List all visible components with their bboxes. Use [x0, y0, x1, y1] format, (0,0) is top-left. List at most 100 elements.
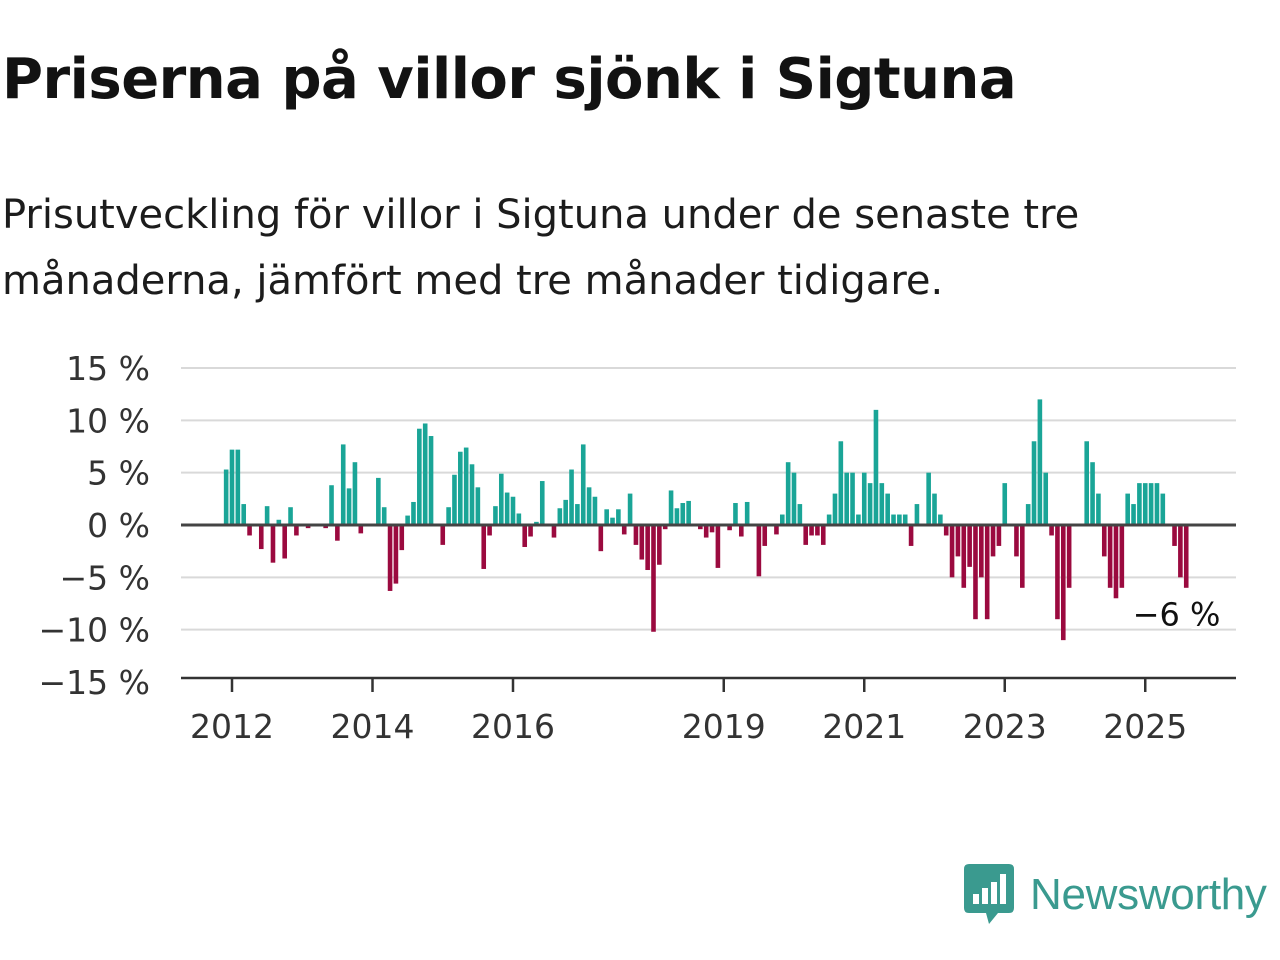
bar: [493, 506, 498, 525]
bar: [417, 428, 422, 525]
bar: [996, 525, 1002, 546]
logo-wordmark: Newsworthy: [1030, 870, 1267, 919]
bar: [1002, 483, 1008, 525]
bar: [815, 525, 820, 536]
bar: [1178, 525, 1183, 578]
bar: [879, 483, 885, 525]
bar: [264, 506, 270, 525]
bar: [1060, 525, 1066, 641]
latest-value-annotation: −6 %: [1133, 596, 1221, 634]
bar: [680, 503, 686, 525]
bar: [873, 409, 879, 525]
bar: [715, 525, 721, 568]
bar: [487, 525, 492, 536]
y-tick-label: −10 %: [39, 611, 151, 650]
y-tick-label: 5 %: [87, 454, 150, 493]
bar: [498, 473, 504, 525]
bar: [797, 504, 803, 525]
bars: [223, 399, 1189, 641]
bar: [791, 472, 797, 525]
bar: [469, 464, 475, 525]
bar: [897, 514, 902, 525]
bar: [973, 525, 978, 620]
bar: [1090, 462, 1095, 525]
bar: [1066, 525, 1072, 588]
bar: [779, 514, 785, 525]
y-tick-label: 15 %: [66, 349, 150, 388]
bar: [1101, 525, 1107, 557]
bar: [1043, 472, 1049, 525]
bar: [990, 525, 996, 557]
bar: [1107, 525, 1113, 588]
bar: [405, 515, 410, 525]
bar: [627, 493, 633, 525]
bar: [458, 451, 463, 525]
bar: [1084, 441, 1090, 525]
bar: [850, 472, 855, 525]
bar: [276, 519, 282, 525]
bar: [867, 483, 873, 525]
bar: [376, 477, 381, 525]
bar: [1148, 483, 1154, 525]
bar: [305, 525, 311, 529]
bar: [604, 509, 609, 525]
bar: [657, 525, 662, 565]
x-tick-label: 2021: [822, 707, 906, 746]
bar: [346, 488, 352, 525]
bar: [422, 423, 428, 525]
bar: [399, 525, 405, 551]
bar: [709, 525, 715, 533]
bar: [703, 525, 709, 538]
bar: [440, 525, 446, 545]
bar: [1025, 504, 1031, 525]
y-axis-tick-labels: 15 % 10 % 5 % 0 % −5 % −10 % −15 %: [39, 349, 151, 702]
bar: [223, 469, 229, 525]
bar: [861, 472, 867, 525]
bar: [1154, 483, 1160, 525]
bar: [832, 493, 838, 525]
bar: [1160, 493, 1166, 525]
y-tick-label: 10 %: [66, 401, 150, 440]
chart-title: Priserna på villor sjönk i Sigtuna: [2, 47, 1017, 112]
bar: [534, 521, 539, 525]
bar: [1137, 483, 1142, 525]
bar: [961, 525, 967, 588]
bar: [1031, 441, 1037, 525]
bar: [744, 501, 750, 525]
bar: [1055, 525, 1060, 620]
newsworthy-logo-icon: [964, 864, 1014, 924]
bar: [241, 504, 247, 525]
bar: [1049, 525, 1054, 536]
bar: [633, 525, 639, 545]
bar: [340, 444, 346, 525]
bar: [352, 462, 358, 525]
bar: [358, 525, 364, 534]
bar: [838, 441, 844, 525]
bar: [856, 514, 861, 525]
bar: [393, 525, 399, 584]
bar: [639, 525, 645, 560]
bar: [288, 507, 293, 525]
y-tick-label: −5 %: [60, 558, 151, 597]
bar: [1113, 525, 1119, 599]
bar: [885, 493, 890, 525]
bar: [756, 525, 762, 577]
bar: [229, 449, 235, 525]
bar: [1142, 483, 1148, 525]
bar: [844, 472, 849, 525]
bar: [1172, 525, 1177, 546]
bar: [955, 525, 961, 557]
x-axis-ticks: 2012 2014 2016 2019 2021 2023 2025: [190, 678, 1187, 746]
bar: [510, 496, 516, 525]
bar: [621, 525, 627, 535]
bar: [1020, 525, 1025, 588]
bar: [463, 447, 469, 525]
bar: [335, 525, 340, 541]
bar: [651, 525, 656, 632]
bar: [820, 525, 826, 545]
bar: [586, 487, 592, 525]
bar: [938, 514, 943, 525]
bar: [504, 492, 510, 525]
bar: [551, 525, 557, 538]
bar: [563, 499, 568, 525]
